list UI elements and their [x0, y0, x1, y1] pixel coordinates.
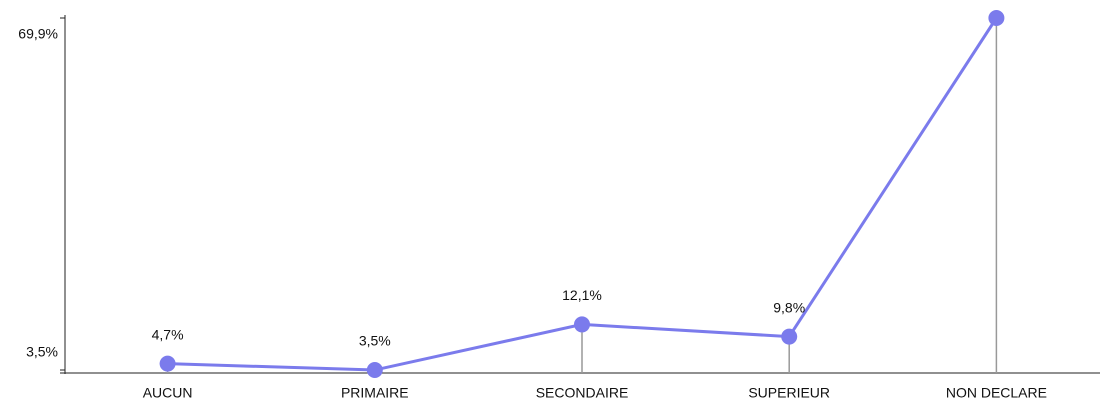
y-tick-label: 3,5% [26, 344, 58, 360]
value-label: 4,7% [152, 326, 184, 342]
x-tick-label: NON DECLARE [946, 385, 1047, 401]
x-tick-label: SUPERIEUR [748, 385, 830, 401]
point [159, 355, 176, 372]
point [574, 316, 590, 333]
point [781, 328, 798, 345]
x-tick-label: AUCUN [143, 385, 193, 401]
point [366, 362, 383, 378]
value-label: 9,8% [773, 299, 805, 315]
value-label: 3,5% [359, 333, 391, 349]
x-tick-label: SECONDAIRE [536, 385, 629, 401]
y-tick-label: 69,9% [18, 26, 58, 42]
value-label: 12,1% [562, 287, 602, 303]
point [988, 10, 1005, 26]
x-tick-label: PRIMAIRE [341, 385, 409, 401]
